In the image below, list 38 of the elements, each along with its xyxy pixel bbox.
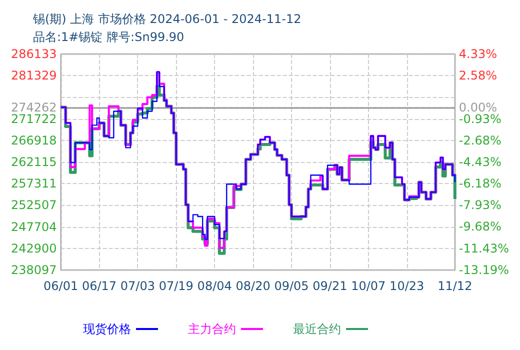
y-tick-label: 266918 [10, 133, 57, 148]
x-tick-label: 11/12 [438, 279, 472, 293]
x-tick-label: 07/03 [120, 279, 156, 293]
x-tick-label: 09/21 [312, 279, 348, 293]
y-tick-label: 247704 [10, 220, 57, 234]
y-tick-label: 281329 [10, 68, 57, 83]
y2-tick-label: -13.19% [458, 263, 510, 277]
legend-label: 主力合约 [188, 322, 236, 336]
y2-tick-label: 4.33% [458, 47, 498, 61]
x-tick-label: 09/05 [274, 279, 309, 293]
x-tick-label: 08/20 [236, 279, 270, 293]
legend-label: 现货价格 [83, 322, 131, 336]
y-tick-label: 257311 [10, 176, 57, 191]
y-tick-label: 286133 [10, 47, 57, 61]
x-tick-label: 10/07 [351, 279, 386, 293]
y2-tick-label: -2.68% [458, 133, 502, 148]
y-tick-label: 262115 [10, 155, 57, 169]
y2-tick-label: 0.00% [458, 100, 498, 114]
y2-tick-label: -0.93% [458, 112, 502, 126]
y2-tick-label: -6.18% [458, 176, 502, 191]
y-tick-label: 252507 [10, 198, 57, 212]
y-tick-label: 274262 [10, 100, 57, 114]
y-tick-label: 242900 [10, 241, 57, 256]
x-tick-label: 10/23 [390, 279, 424, 293]
y2-tick-label: 2.58% [458, 68, 498, 83]
y2-tick-label: -4.43% [458, 155, 502, 169]
chart-subtitle: 品名:1#锡锭 牌号:Sn99.90 [33, 30, 184, 44]
x-tick-label: 06/17 [82, 279, 117, 293]
chart-title: 锡(期) 上海 市场价格 2024-06-01 - 2024-11-12 [32, 12, 302, 26]
y2-tick-label: -7.93% [458, 198, 502, 212]
x-tick-label: 07/19 [158, 279, 194, 293]
y-tick-label: 271722 [10, 112, 57, 126]
y2-tick-label: -9.68% [458, 220, 502, 234]
y-tick-label: 238097 [10, 263, 57, 277]
y2-tick-label: -11.43% [458, 241, 510, 256]
x-tick-label: 08/04 [197, 279, 232, 293]
legend-label: 最近合约 [293, 322, 341, 336]
x-tick-label: 06/01 [44, 279, 78, 293]
